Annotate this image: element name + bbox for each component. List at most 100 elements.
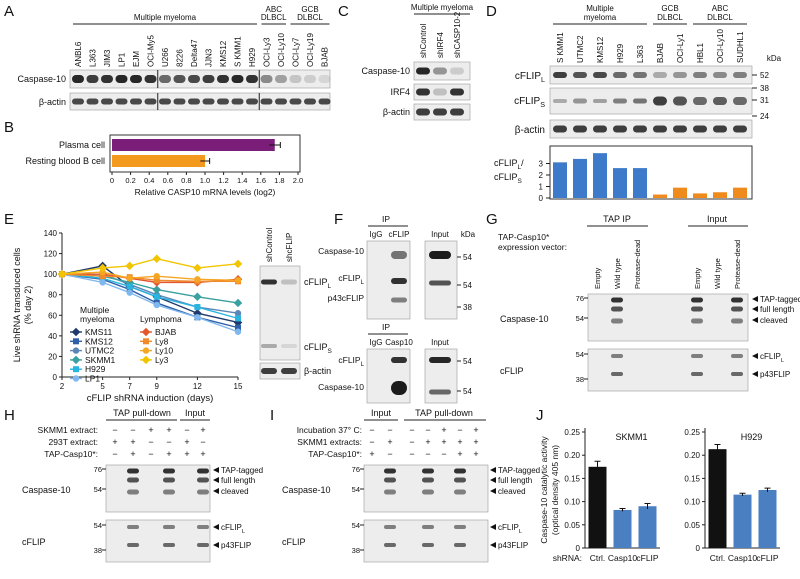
- label-part: cFLIP: [514, 96, 540, 107]
- condition-sign: +: [148, 425, 153, 435]
- bar: [613, 168, 627, 198]
- blot: [413, 61, 471, 81]
- legend-group-title: myeloma: [80, 314, 115, 324]
- ip-label: IP: [382, 214, 390, 224]
- lane-label: IgG: [370, 338, 383, 347]
- row-label: Caspase-10: [282, 485, 331, 495]
- lane-label: Wild type: [613, 258, 622, 289]
- band: [101, 75, 113, 83]
- kda-label: 54: [463, 281, 472, 290]
- band: [422, 525, 434, 529]
- row-label: cFLIP: [282, 537, 306, 547]
- marker: [125, 261, 134, 271]
- band: [713, 72, 727, 78]
- label-part: cFLIP: [338, 355, 361, 365]
- lane-label: H929: [248, 47, 257, 67]
- bar: [638, 506, 657, 548]
- lane-label: Delta47: [190, 39, 199, 67]
- band: [86, 75, 99, 83]
- error-bar: [644, 502, 651, 510]
- condition-sign: −: [387, 425, 392, 435]
- lane-label: LP1: [118, 52, 127, 67]
- condition-sign: +: [112, 437, 117, 447]
- condition-sign: +: [369, 449, 374, 459]
- series-line: [61, 271, 239, 282]
- band: [691, 306, 703, 312]
- y-tick-label: 0.20: [564, 451, 580, 460]
- condition-sign: −: [166, 437, 171, 447]
- arrow-head: [490, 477, 496, 483]
- band: [673, 96, 687, 106]
- band: [197, 489, 209, 495]
- legend-label: H929: [85, 364, 106, 374]
- band-annotation: full length: [760, 305, 794, 314]
- band: [127, 468, 139, 474]
- x-tick-label: 1.8: [274, 176, 284, 185]
- kda-label: 31: [760, 96, 769, 105]
- label-part: cFLIP: [515, 71, 541, 82]
- arrow-head: [490, 467, 496, 473]
- legend-label: Ly10: [155, 346, 173, 356]
- x-tick-label: Ctrl.: [590, 553, 606, 563]
- condition-sign: +: [441, 437, 446, 447]
- kda-label: 38: [760, 84, 769, 93]
- band-annotation: cFLIPL: [498, 523, 522, 535]
- band: [731, 318, 743, 324]
- error-bar: [764, 487, 771, 492]
- band: [593, 99, 607, 103]
- band: [593, 72, 607, 78]
- plot-frame: [549, 145, 753, 200]
- panel-letter: H: [4, 407, 15, 424]
- band: [130, 75, 142, 83]
- band-annotation: cleaved: [221, 487, 249, 496]
- band: [633, 72, 647, 78]
- arrow-head: [213, 488, 219, 494]
- x-tick-label: Casp10: [608, 553, 638, 563]
- legend-label: Ly3: [155, 355, 169, 365]
- marker: [194, 314, 201, 321]
- band: [693, 125, 707, 133]
- group-label: DLBCL: [657, 13, 683, 22]
- lane-label: Protease-dead: [733, 240, 742, 289]
- band-annotation: full length: [221, 476, 255, 485]
- condition-sign: −: [387, 449, 392, 459]
- band: [613, 125, 627, 133]
- group-label: ABC: [712, 4, 729, 13]
- y-tick-label: 100: [44, 270, 58, 279]
- y-tick-label: 0: [696, 544, 701, 553]
- row-label: cFLIPS: [304, 342, 333, 355]
- blot: [105, 464, 211, 513]
- band-annotation: p43FLIP: [760, 370, 790, 379]
- condition-sign: −: [409, 425, 414, 435]
- condition-sign: +: [200, 425, 205, 435]
- band: [163, 477, 175, 483]
- condition-sign: −: [369, 425, 374, 435]
- legend-group-title: Lymphoma: [140, 314, 182, 324]
- condition-sign: −: [409, 449, 414, 459]
- condition-sign: +: [441, 425, 446, 435]
- band: [115, 98, 128, 105]
- arrow-head: [213, 467, 219, 473]
- group-label: myeloma: [584, 13, 617, 22]
- y-tick-label: 0.15: [564, 474, 580, 483]
- band-annotation: p43FLIP: [221, 541, 251, 550]
- lane-label: 8226: [176, 49, 185, 67]
- band: [318, 75, 331, 83]
- y-axis-label: Live shRNA transduced cells: [12, 247, 22, 362]
- band: [731, 372, 743, 376]
- band: [691, 372, 703, 376]
- band: [731, 297, 743, 303]
- lane-label: U266: [161, 47, 170, 67]
- marker: [234, 310, 242, 317]
- band: [416, 108, 430, 116]
- group-label: TAP IP: [603, 214, 631, 224]
- kda-label: 54: [352, 485, 360, 494]
- y-axis-label: (% day 2): [23, 286, 33, 325]
- row-label: cFLIPS: [514, 96, 545, 109]
- band: [391, 381, 407, 395]
- band: [217, 75, 229, 83]
- series-line: [61, 273, 239, 333]
- legend-label: Ly8: [155, 336, 169, 346]
